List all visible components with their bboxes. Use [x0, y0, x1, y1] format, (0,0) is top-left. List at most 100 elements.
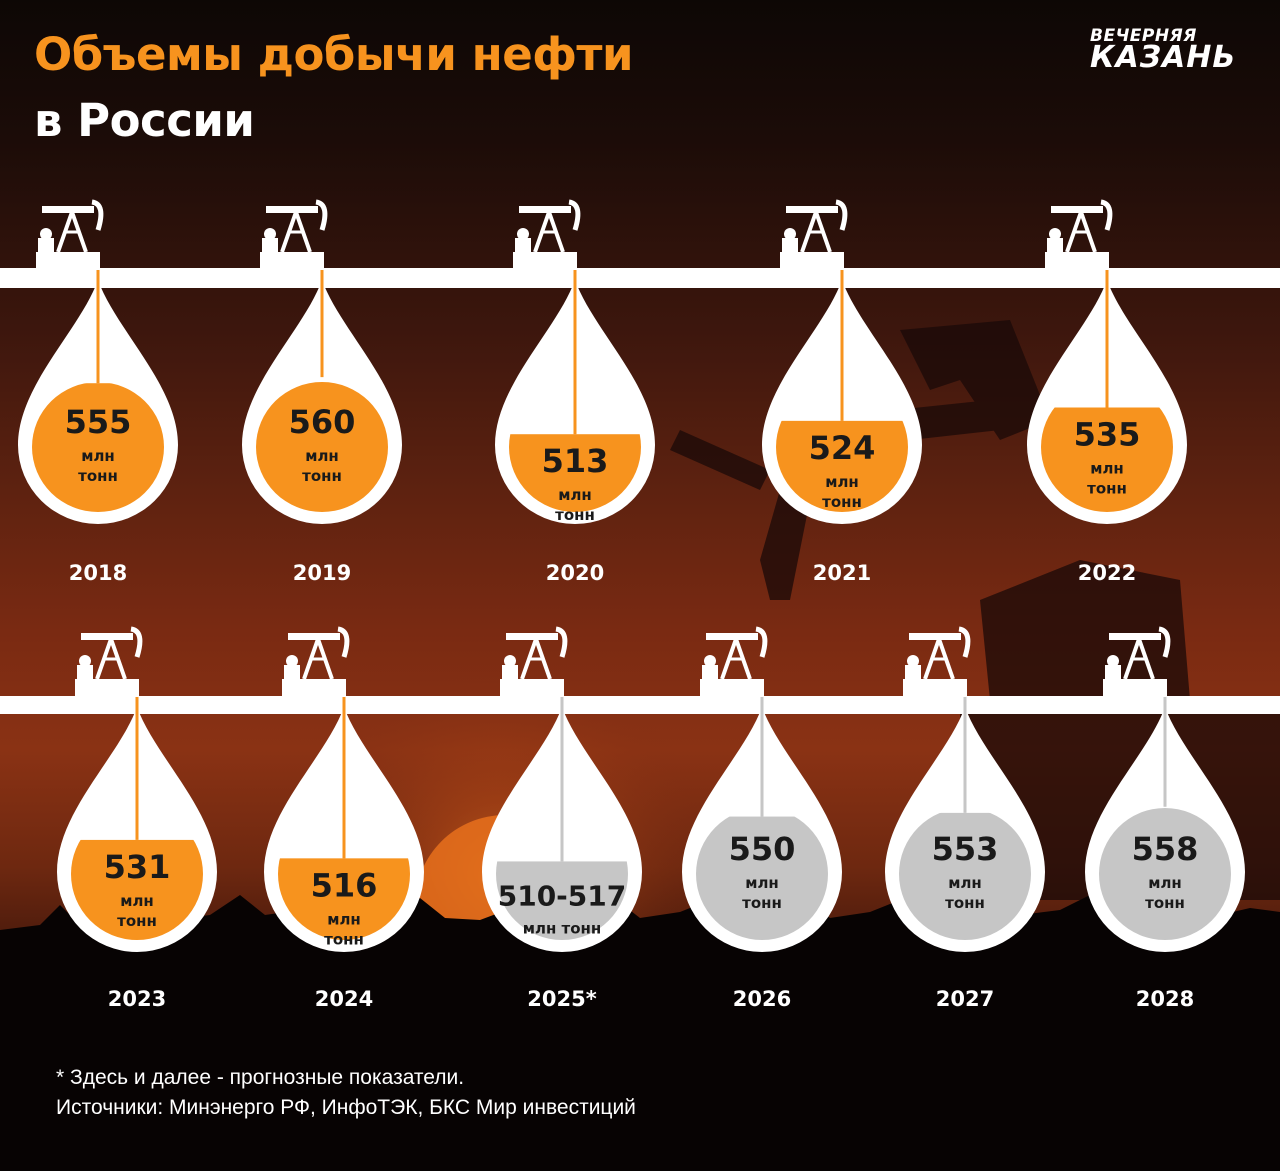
pumpjack-beam	[1051, 206, 1103, 213]
drop-2027: 553 млн тонн 2027	[885, 693, 1045, 1011]
drop-2024: 516 млн тонн 2024	[264, 693, 424, 1011]
unit-label-line1: млн	[558, 486, 592, 504]
drop-2021: 524 млн тонн 2021	[762, 266, 922, 585]
pumpjack-wheel	[907, 655, 919, 667]
pumpjack-base	[700, 679, 764, 697]
pumpjack-icon	[75, 626, 143, 697]
pumpjack-motor	[284, 665, 300, 679]
pumpjack-icon	[700, 626, 768, 697]
value-label: 555	[65, 403, 132, 441]
pumpjack-icon	[36, 199, 104, 270]
pumpjack-wheel	[1107, 655, 1119, 667]
pumpjack-horsehead	[958, 626, 971, 658]
pumpjack-base	[75, 679, 139, 697]
year-label: 2025*	[527, 987, 596, 1011]
value-label: 531	[104, 848, 171, 886]
treeline-silhouette	[0, 890, 1280, 1171]
pumpjack-horsehead	[1158, 626, 1171, 658]
pumpjack-beam	[42, 206, 94, 213]
unit-label-line2: тонн	[1145, 894, 1185, 912]
logo: ВЕЧЕРНЯЯ КАЗАНЬ	[1090, 28, 1240, 73]
year-label: 2026	[733, 987, 791, 1011]
year-label: 2028	[1136, 987, 1194, 1011]
pumpjack-base	[282, 679, 346, 697]
pumpjack-motor	[515, 238, 531, 252]
unit-label-line1: млн	[120, 892, 154, 910]
value-label: 560	[289, 403, 356, 441]
oil-rig-silhouette	[670, 320, 1280, 900]
pumpjack-icon	[1103, 626, 1171, 697]
unit-label: млн тонн	[523, 919, 602, 937]
pumpjack-motor	[502, 665, 518, 679]
pipeline-row-2	[0, 696, 1280, 714]
unit-label-line1: млн	[81, 447, 115, 465]
unit-label-line2: тонн	[302, 467, 342, 485]
value-label: 516	[311, 866, 378, 904]
year-label: 2027	[936, 987, 994, 1011]
pumpjack-beam	[706, 633, 758, 640]
pumpjack-horsehead	[91, 199, 104, 231]
year-label: 2023	[108, 987, 166, 1011]
pumpjack-base	[903, 679, 967, 697]
logo-text-line-2: КАЗАНЬ	[1090, 40, 1237, 75]
drop-2020: 513 млн тонн 2020	[495, 266, 655, 585]
pumpjack-icon	[1045, 199, 1113, 270]
pumpjack-wheel	[286, 655, 298, 667]
drop-2026: 550 млн тонн 2026	[682, 693, 842, 1011]
pumpjack-horsehead	[1100, 199, 1113, 231]
pumpjack-horsehead	[568, 199, 581, 231]
pumpjack-icon	[282, 626, 350, 697]
year-label: 2021	[813, 561, 871, 585]
pumpjack-icon	[500, 626, 568, 697]
year-label: 2019	[293, 561, 351, 585]
pumpjack-motor	[77, 665, 93, 679]
pumpjack-horsehead	[755, 626, 768, 658]
pumpjack-wheel	[1049, 228, 1061, 240]
drop-2018: 555 млн тонн 2018	[18, 266, 178, 585]
pipeline-row-1	[0, 268, 1280, 288]
pumpjack-base	[36, 252, 100, 270]
pumpjack-icon	[260, 199, 328, 270]
unit-label-line1: млн	[327, 910, 361, 928]
pumpjack-motor	[702, 665, 718, 679]
value-label: 510-517	[498, 879, 627, 912]
pumpjack-beam	[506, 633, 558, 640]
oil-level-bar	[696, 816, 828, 940]
pumpjack-wheel	[504, 655, 516, 667]
logo-text-line-1: ВЕЧЕРНЯЯ	[1090, 26, 1197, 46]
pumpjack-wheel	[40, 228, 52, 240]
oil-level-bar	[256, 382, 388, 512]
unit-label-line2: тонн	[555, 506, 595, 524]
unit-label-line2: тонн	[822, 493, 862, 511]
oil-level-bar	[1099, 808, 1231, 940]
value-label: 558	[1132, 830, 1199, 868]
value-label: 553	[932, 830, 999, 868]
value-label: 550	[729, 830, 796, 868]
pumpjack-motor	[262, 238, 278, 252]
unit-label-line1: млн	[1090, 460, 1124, 478]
year-label: 2018	[69, 561, 127, 585]
pumpjack-horsehead	[337, 626, 350, 658]
drop-2023: 531 млн тонн 2023	[57, 693, 217, 1011]
unit-label-line2: тонн	[117, 912, 157, 930]
pumpjack-horsehead	[835, 199, 848, 231]
pumpjack-base	[513, 252, 577, 270]
pumpjack-beam	[909, 633, 961, 640]
unit-label-line1: млн	[948, 874, 982, 892]
pumpjack-beam	[81, 633, 133, 640]
pumpjack-motor	[782, 238, 798, 252]
unit-label-line1: млн	[825, 473, 859, 491]
pumpjack-wheel	[704, 655, 716, 667]
pumpjack-base	[1103, 679, 1167, 697]
oil-level-bar	[899, 812, 1031, 940]
unit-label-line2: тонн	[1087, 480, 1127, 498]
unit-label-line1: млн	[1148, 874, 1182, 892]
pumpjack-horsehead	[315, 199, 328, 231]
title-line-2: в России	[34, 94, 255, 147]
pumpjack-icon	[780, 199, 848, 270]
pumpjack-horsehead	[555, 626, 568, 658]
pumpjack-motor	[38, 238, 54, 252]
pumpjack-beam	[288, 633, 340, 640]
